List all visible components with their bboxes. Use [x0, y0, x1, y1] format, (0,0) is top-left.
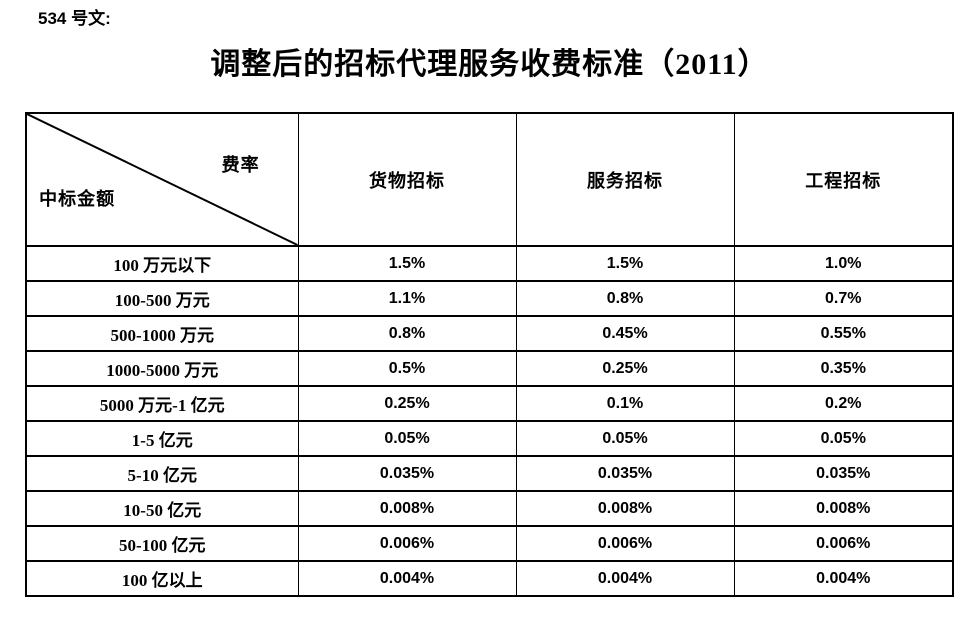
row-label-cell: 1-5 亿元: [25, 420, 299, 457]
table-row: 100 万元以下 1.5% 1.5% 1.0%: [25, 245, 954, 282]
table-row: 1-5 亿元 0.05% 0.05% 0.05%: [25, 420, 954, 457]
row-label-cell: 5-10 亿元: [25, 455, 299, 492]
value-cell: 0.035%: [515, 455, 735, 492]
table-header-row: 费率 中标金额 货物招标 服务招标 工程招标: [25, 112, 954, 247]
table-row: 5-10 亿元 0.035% 0.035% 0.035%: [25, 455, 954, 492]
table-row: 500-1000 万元 0.8% 0.45% 0.55%: [25, 315, 954, 352]
doc-number: 534 号文:: [38, 9, 111, 28]
column-header-engineering: 工程招标: [733, 112, 954, 247]
value-cell: 1.5%: [297, 245, 517, 282]
row-label-cell: 5000 万元-1 亿元: [25, 385, 299, 422]
table-row: 5000 万元-1 亿元 0.25% 0.1% 0.2%: [25, 385, 954, 422]
row-label-cell: 100-500 万元: [25, 280, 299, 317]
table-row: 1000-5000 万元 0.5% 0.25% 0.35%: [25, 350, 954, 387]
value-cell: 0.008%: [515, 490, 735, 527]
value-cell: 0.004%: [515, 560, 735, 597]
fee-table: 费率 中标金额 货物招标 服务招标 工程招标 100 万元以下 1.5% 1.5…: [25, 112, 954, 597]
value-cell: 0.2%: [733, 385, 954, 422]
value-cell: 0.006%: [733, 525, 954, 562]
value-cell: 1.5%: [515, 245, 735, 282]
row-label-cell: 10-50 亿元: [25, 490, 299, 527]
diagonal-line: [27, 114, 298, 245]
value-cell: 0.25%: [515, 350, 735, 387]
value-cell: 0.5%: [297, 350, 517, 387]
value-cell: 0.035%: [733, 455, 954, 492]
row-label-cell: 500-1000 万元: [25, 315, 299, 352]
value-cell: 0.8%: [515, 280, 735, 317]
document-page: 534 号文: 调整后的招标代理服务收费标准（2011） 费率 中标金额 货物招…: [25, 9, 954, 597]
value-cell: 0.008%: [297, 490, 517, 527]
table-row: 100 亿以上 0.004% 0.004% 0.004%: [25, 560, 954, 597]
row-label-cell: 50-100 亿元: [25, 525, 299, 562]
value-cell: 0.7%: [733, 280, 954, 317]
value-cell: 1.0%: [733, 245, 954, 282]
row-label-cell: 100 亿以上: [25, 560, 299, 597]
value-cell: 0.004%: [297, 560, 517, 597]
corner-label-amount: 中标金额: [39, 188, 116, 209]
value-cell: 0.05%: [733, 420, 954, 457]
value-cell: 0.004%: [733, 560, 954, 597]
value-cell: 0.35%: [733, 350, 954, 387]
corner-header-cell: 费率 中标金额: [25, 112, 299, 247]
row-label-cell: 1000-5000 万元: [25, 350, 299, 387]
value-cell: 0.035%: [297, 455, 517, 492]
value-cell: 0.006%: [297, 525, 517, 562]
value-cell: 0.05%: [515, 420, 735, 457]
corner-label-rate: 费率: [221, 154, 260, 175]
value-cell: 0.006%: [515, 525, 735, 562]
column-header-goods: 货物招标: [297, 112, 517, 247]
value-cell: 0.1%: [515, 385, 735, 422]
table-row: 100-500 万元 1.1% 0.8% 0.7%: [25, 280, 954, 317]
value-cell: 0.55%: [733, 315, 954, 352]
page-title: 调整后的招标代理服务收费标准（2011）: [210, 48, 769, 81]
value-cell: 0.25%: [297, 385, 517, 422]
row-label-cell: 100 万元以下: [25, 245, 299, 282]
column-header-services: 服务招标: [515, 112, 735, 247]
table-row: 50-100 亿元 0.006% 0.006% 0.006%: [25, 525, 954, 562]
value-cell: 0.8%: [297, 315, 517, 352]
value-cell: 0.45%: [515, 315, 735, 352]
value-cell: 1.1%: [297, 280, 517, 317]
value-cell: 0.05%: [297, 420, 517, 457]
table-row: 10-50 亿元 0.008% 0.008% 0.008%: [25, 490, 954, 527]
value-cell: 0.008%: [733, 490, 954, 527]
